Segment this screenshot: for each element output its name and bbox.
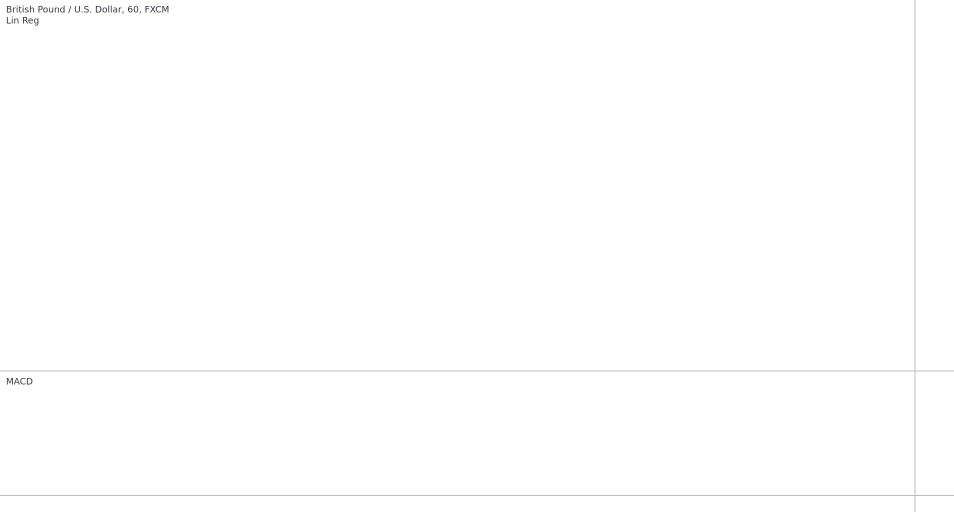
chart-title: British Pound / U.S. Dollar, 60, FXCM <box>6 6 169 16</box>
text-layer: British Pound / U.S. Dollar, 60, FXCM Li… <box>6 6 169 388</box>
indicator-name: Lin Reg <box>6 17 39 27</box>
macd-title: MACD <box>6 378 33 388</box>
